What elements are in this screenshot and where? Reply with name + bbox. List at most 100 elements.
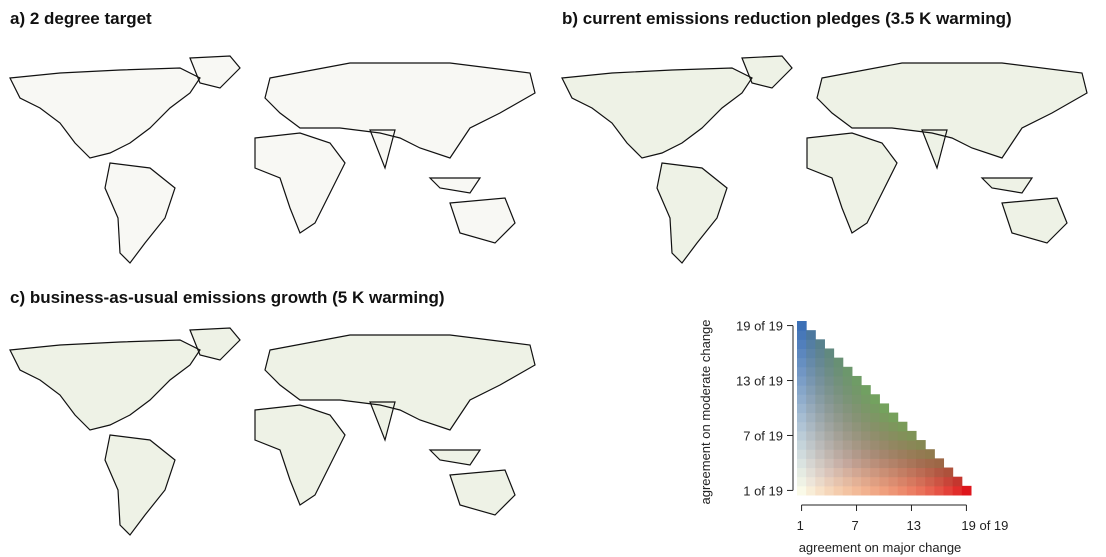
map-pixel [45, 123, 49, 129]
map-pixel [422, 503, 429, 509]
map-pixel [702, 265, 714, 268]
map-pixel [464, 333, 470, 336]
map-pixel [465, 248, 472, 252]
map-pixel [833, 214, 842, 216]
map-pixel [193, 382, 197, 387]
map-pixel [218, 430, 230, 435]
map-pixel [300, 334, 307, 338]
map-pixel [459, 510, 468, 513]
map-pixel [750, 89, 755, 92]
map-pixel [23, 184, 29, 189]
map-pixel [401, 226, 411, 232]
map-pixel [204, 182, 213, 185]
map-pixel [114, 431, 126, 435]
map-pixel [477, 183, 489, 187]
map-pixel [178, 197, 187, 202]
map-pixel [212, 444, 219, 449]
map-pixel [89, 246, 100, 249]
map-pixel [62, 168, 69, 171]
map-pixel [1091, 141, 1095, 144]
map-pixel [420, 202, 432, 208]
map-pixel [210, 361, 221, 364]
map-pixel [78, 263, 83, 267]
map-pixel [193, 435, 204, 438]
map-pixel [1069, 125, 1077, 128]
map-pixel [208, 517, 215, 520]
map-pixel [21, 109, 26, 112]
map-pixel [437, 265, 446, 269]
map-pixel [390, 534, 396, 536]
map-pixel [132, 333, 143, 338]
map-pixel [878, 242, 884, 246]
map-pixel [283, 67, 295, 69]
map-pixel [63, 528, 72, 532]
map-pixel [20, 264, 32, 269]
map-pixel [1086, 238, 1097, 243]
map-pixel [149, 62, 160, 66]
map-pixel [173, 477, 183, 481]
map-pixel [434, 234, 445, 237]
map-pixel [933, 264, 943, 268]
legend-cell [843, 449, 853, 459]
map-pixel [752, 259, 755, 263]
map-pixel [96, 496, 99, 500]
map-pixel [1062, 175, 1067, 179]
map-pixel [444, 432, 451, 435]
map-pixel [369, 434, 375, 439]
map-pixel [729, 126, 734, 130]
map-pixel [1091, 63, 1098, 69]
map-pixel [414, 441, 421, 445]
map-pixel [416, 258, 420, 261]
map-pixel [577, 225, 589, 228]
map-b [557, 53, 1105, 272]
map-pixel [198, 194, 203, 197]
legend-cell [861, 403, 871, 413]
map-pixel [746, 140, 759, 144]
map-pixel [469, 530, 474, 532]
map-pixel [281, 523, 289, 525]
map-pixel [57, 158, 70, 162]
map-pixel [75, 201, 87, 203]
map-pixel [517, 530, 528, 534]
map-pixel [176, 332, 184, 337]
map-pixel [420, 439, 425, 444]
map-pixel [455, 506, 460, 508]
map-pixel [438, 53, 448, 57]
map-pixel [621, 64, 628, 68]
map-pixel [496, 54, 508, 57]
map-pixel [43, 120, 50, 124]
map-pixel [354, 239, 366, 243]
map-pixel [1084, 183, 1090, 188]
map-pixel [529, 172, 535, 174]
map-pixel [340, 465, 345, 469]
map-pixel [167, 326, 170, 330]
map-pixel [25, 119, 34, 123]
map-pixel [745, 110, 748, 115]
map-pixel [174, 466, 178, 470]
map-pixel [613, 148, 623, 151]
map-pixel [48, 213, 57, 216]
map-pixel [537, 330, 546, 333]
map-pixel [30, 434, 43, 438]
map-pixel [341, 328, 351, 330]
map-pixel [500, 162, 504, 165]
map-pixel [216, 389, 219, 394]
map-pixel [278, 228, 283, 234]
map-pixel [838, 126, 843, 131]
map-pixel [1014, 241, 1020, 244]
map-pixel [120, 334, 132, 339]
map-pixel [692, 153, 699, 156]
map-pixel [210, 374, 214, 380]
legend-cell [843, 468, 853, 478]
map-pixel [338, 493, 343, 498]
map-pixel [471, 147, 477, 151]
map-pixel [19, 468, 24, 473]
map-pixel [1079, 104, 1083, 109]
map-pixel [796, 167, 799, 173]
map-pixel [90, 265, 98, 267]
map-pixel [35, 383, 41, 389]
map-pixel [228, 260, 239, 266]
map-pixel [1073, 126, 1077, 130]
map-pixel [853, 263, 857, 267]
legend-cell [843, 376, 853, 386]
